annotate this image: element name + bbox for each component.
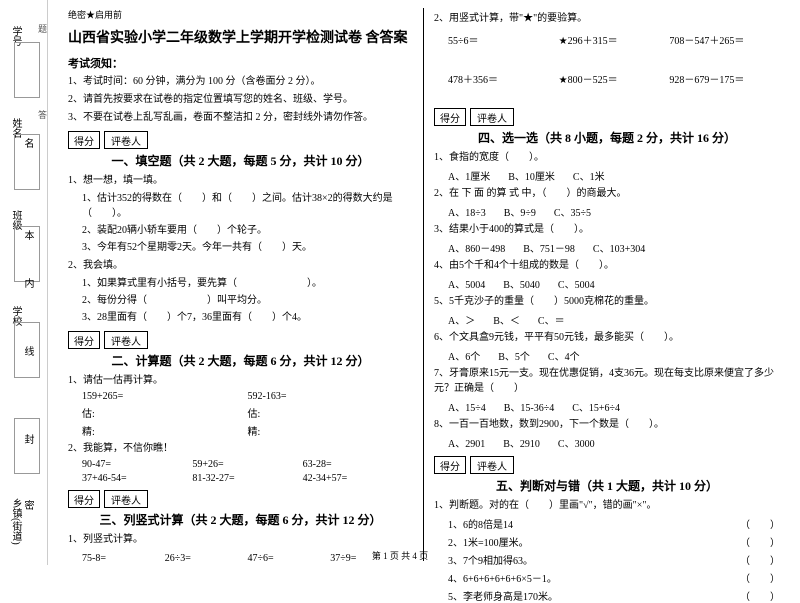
judge-item: 5、李老师身高是170米。（ ） [448, 588, 780, 603]
spine-box [14, 418, 40, 474]
grader-box: 评卷人 [104, 490, 148, 508]
opts: A、15÷4B、15-36÷4C、15+6÷4 [448, 399, 780, 414]
right-column: 2、用竖式计算，带"★"的要验算。 55÷6＝★296＋315＝708－547＋… [424, 8, 790, 561]
opts: A、2901B、2910C、3000 [448, 435, 780, 450]
opts: A、1厘米B、10厘米C、1米 [448, 168, 780, 183]
section-2-title: 二、计算题（共 2 大题，每题 6 分，共计 12 分） [68, 352, 413, 369]
q2-sub: 3、28里面有（ ）个7，36里面有（ ）个4。 [82, 310, 413, 325]
page-footer: 第 1 页 共 4 页 [0, 549, 800, 562]
binding-spine: 学号 姓名 班级 学校 乡镇(街道) 名 本 内 线 封 密 题 答 [0, 0, 48, 565]
vert-row: 478＋356＝★800－525＝928－679－175＝ [448, 71, 780, 86]
s4q: 6、个文具盒9元钱，平平有50元钱，最多能买（ ）。 [434, 330, 780, 345]
vert-row: 55÷6＝★296＋315＝708－547＋265＝ [448, 32, 780, 47]
s4q: 4、由5个千和4个十组成的数是（ ）。 [434, 258, 780, 273]
calc-row: 90-47=59+26=63-28= [82, 459, 413, 470]
rule: 1、考试时间：60 分钟，满分为 100 分（含卷面分 2 分）。 [68, 75, 413, 89]
judge-item: 1、6的8倍是14（ ） [448, 516, 780, 531]
q2: 2、我会填。 [68, 258, 413, 273]
s4q: 1、食指的宽度（ ）。 [434, 150, 780, 165]
grader-box: 评卷人 [470, 456, 514, 474]
opts: A、＞B、＜C、＝ [448, 312, 780, 327]
c2: 2、我能算，不信你瞧！ [68, 441, 413, 456]
spine-cut: 答 [36, 110, 49, 119]
opts: A、5004B、5040C、5004 [448, 276, 780, 291]
judge-item: 2、1米=100厘米。（ ） [448, 534, 780, 549]
s4q: 2、在 下 面 的算 式 中，（ ）的商最大。 [434, 186, 780, 201]
score-box: 得分 [434, 108, 466, 126]
secret-label: 绝密★启用前 [68, 8, 413, 21]
left-column: 绝密★启用前 山西省实验小学二年级数学上学期开学检测试卷 含答案 考试须知： 1… [58, 8, 424, 561]
score-row: 得分 评卷人 [434, 456, 780, 474]
section-1-title: 一、填空题（共 2 大题，每题 5 分，共计 10 分） [68, 152, 413, 169]
section-4-title: 四、选一选（共 8 小题，每题 2 分，共计 16 分） [434, 129, 780, 146]
q1-sub: 2、装配20辆小轿车要用（ ）个轮子。 [82, 223, 413, 238]
spine-side: 内 [20, 278, 35, 288]
notice-title: 考试须知： [68, 55, 413, 71]
opts: A、18÷3B、9÷9C、35÷5 [448, 204, 780, 219]
s4q: 8、一百一百地数，数到2900，下一个数是（ ）。 [434, 417, 780, 432]
c1: 1、请估一估再计算。 [68, 373, 413, 388]
s4q: 3、结果小于400的算式是（ ）。 [434, 222, 780, 237]
spine-side: 本 [20, 230, 35, 240]
calc-row: 精:精: [82, 423, 413, 438]
calc-row: 37+46-54=81-32-27=42-34+57= [82, 473, 413, 484]
s4q: 7、牙膏原来15元一支。现在优惠促销，4支36元。现在每支比原来便宜了多少元？正… [434, 366, 780, 396]
score-box: 得分 [68, 331, 100, 349]
score-row: 得分 评卷人 [434, 108, 780, 126]
j1: 1、判断题。对的在（ ）里画"√"，错的画"×"。 [434, 498, 780, 513]
v2: 2、用竖式计算，带"★"的要验算。 [434, 11, 780, 26]
q1-sub: 3、今年有52个星期零2天。今年一共有（ ）天。 [82, 240, 413, 255]
spine-side: 线 [20, 346, 35, 356]
calc-row: 159+265=592-163= [82, 391, 413, 402]
spine-side: 名 [20, 138, 35, 148]
spine-cut: 题 [36, 24, 49, 33]
section-5-title: 五、判断对与错（共 1 大题，共计 10 分） [434, 477, 780, 494]
grader-box: 评卷人 [470, 108, 514, 126]
score-box: 得分 [68, 131, 100, 149]
judge-item: 4、6+6+6+6+6+6×5－1。（ ） [448, 570, 780, 585]
q2-sub: 1、如果算式里有小括号，要先算（ ）。 [82, 276, 413, 291]
opts: A、6个B、5个C、4个 [448, 348, 780, 363]
spine-side: 密 [20, 500, 35, 510]
score-row: 得分 评卷人 [68, 490, 413, 508]
score-box: 得分 [434, 456, 466, 474]
q2-sub: 2、每份分得（ ）叫平均分。 [82, 293, 413, 308]
v1: 1、列竖式计算。 [68, 532, 413, 547]
rule: 3、不要在试卷上乱写乱画，卷面不整洁扣 2 分，密封线外请勿作答。 [68, 111, 413, 125]
s4q: 5、5千克沙子的重量（ ）5000克棉花的重量。 [434, 294, 780, 309]
q1-sub: 1、估计352的得数在（ ）和（ ）之间。估计38×2的得数大约是（ ）。 [82, 191, 413, 221]
opts: A、860－498B、751－98C、103+304 [448, 240, 780, 255]
content: 绝密★启用前 山西省实验小学二年级数学上学期开学检测试卷 含答案 考试须知： 1… [48, 0, 800, 565]
rule: 2、请首先按要求在试卷的指定位置填写您的姓名、班级、学号。 [68, 93, 413, 107]
spine-box [14, 42, 40, 98]
grader-box: 评卷人 [104, 131, 148, 149]
score-row: 得分 评卷人 [68, 331, 413, 349]
q1: 1、想一想，填一填。 [68, 173, 413, 188]
score-row: 得分 评卷人 [68, 131, 413, 149]
section-3-title: 三、列竖式计算（共 2 大题，每题 6 分，共计 12 分） [68, 511, 413, 528]
grader-box: 评卷人 [104, 331, 148, 349]
score-box: 得分 [68, 490, 100, 508]
exam-title: 山西省实验小学二年级数学上学期开学检测试卷 含答案 [68, 27, 413, 47]
spine-side: 封 [20, 434, 35, 444]
calc-row: 估:估: [82, 405, 413, 420]
